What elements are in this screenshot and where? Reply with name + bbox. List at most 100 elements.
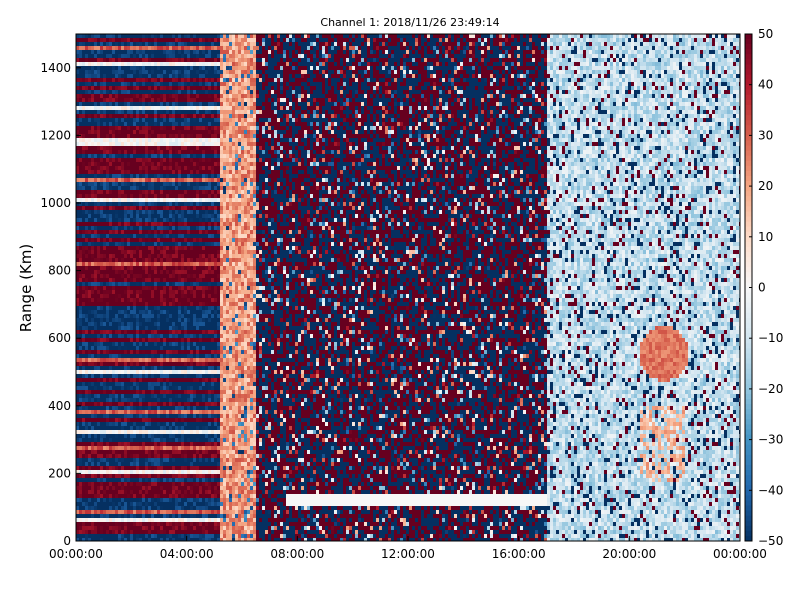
heatmap-cell bbox=[103, 510, 106, 514]
heatmap-cell bbox=[103, 106, 106, 110]
heatmap-cell bbox=[91, 134, 94, 138]
heatmap-cell bbox=[136, 438, 139, 442]
heatmap-cell bbox=[190, 238, 193, 242]
heatmap-cell bbox=[190, 374, 193, 378]
heatmap-cell bbox=[85, 378, 88, 382]
heatmap-cell bbox=[76, 370, 79, 374]
heatmap-cell bbox=[160, 198, 163, 202]
heatmap-cell bbox=[136, 446, 139, 450]
heatmap-cell bbox=[154, 106, 157, 110]
heatmap-cell bbox=[145, 330, 148, 334]
heatmap-cell bbox=[145, 466, 148, 470]
heatmap-cell bbox=[100, 490, 103, 494]
heatmap-cell bbox=[124, 298, 127, 302]
heatmap-cell bbox=[124, 250, 127, 254]
heatmap-cell bbox=[178, 158, 181, 162]
heatmap-cell bbox=[184, 86, 187, 90]
heatmap-cell bbox=[76, 46, 79, 50]
heatmap-cell bbox=[79, 106, 82, 110]
heatmap-cell bbox=[163, 190, 166, 194]
heatmap-cell bbox=[157, 198, 160, 202]
heatmap-cell bbox=[142, 390, 145, 394]
heatmap-cell bbox=[175, 430, 178, 434]
heatmap-cell bbox=[190, 334, 193, 338]
heatmap-cell bbox=[115, 454, 118, 458]
heatmap-cell bbox=[112, 498, 115, 502]
heatmap-cell bbox=[109, 70, 112, 74]
heatmap-cell bbox=[91, 330, 94, 334]
heatmap-cell bbox=[148, 382, 151, 386]
heatmap-cell bbox=[100, 410, 103, 414]
heatmap-cell bbox=[91, 258, 94, 262]
heatmap-cell bbox=[142, 510, 145, 514]
heatmap-cell bbox=[193, 46, 196, 50]
heatmap-cell bbox=[160, 506, 163, 510]
heatmap-cell bbox=[94, 394, 97, 398]
heatmap-cell bbox=[97, 382, 100, 386]
heatmap-cell bbox=[139, 310, 142, 314]
heatmap-cell bbox=[151, 266, 154, 270]
heatmap-cell bbox=[175, 122, 178, 126]
heatmap-cell bbox=[127, 230, 130, 234]
heatmap-cell bbox=[127, 118, 130, 122]
heatmap-cell bbox=[115, 262, 118, 266]
heatmap-cell bbox=[148, 198, 151, 202]
heatmap-cell bbox=[145, 174, 148, 178]
heatmap-cell bbox=[157, 470, 160, 474]
heatmap-cell bbox=[157, 250, 160, 254]
heatmap-cell bbox=[79, 342, 82, 346]
heatmap-cell bbox=[112, 86, 115, 90]
heatmap-cell bbox=[103, 330, 106, 334]
heatmap-cell bbox=[118, 90, 121, 94]
heatmap-cell bbox=[166, 134, 169, 138]
heatmap-cell bbox=[190, 146, 193, 150]
heatmap-cell bbox=[121, 54, 124, 58]
heatmap-cell bbox=[175, 522, 178, 526]
heatmap-cell bbox=[94, 150, 97, 154]
heatmap-cell bbox=[160, 258, 163, 262]
heatmap-cell bbox=[88, 222, 91, 226]
heatmap-cell bbox=[97, 90, 100, 94]
heatmap-cell bbox=[82, 62, 85, 66]
heatmap-cell bbox=[97, 306, 100, 310]
heatmap-cell bbox=[178, 34, 181, 38]
heatmap-cell bbox=[139, 198, 142, 202]
heatmap-cell bbox=[190, 178, 193, 182]
heatmap-cell bbox=[82, 474, 85, 478]
heatmap-cell bbox=[169, 418, 172, 422]
heatmap-cell bbox=[88, 386, 91, 390]
heatmap-cell bbox=[154, 226, 157, 230]
heatmap-cell bbox=[157, 58, 160, 62]
heatmap-cell bbox=[106, 66, 109, 70]
heatmap-cell bbox=[124, 534, 127, 538]
heatmap-cell bbox=[103, 294, 106, 298]
heatmap-cell bbox=[175, 250, 178, 254]
heatmap-cell bbox=[100, 162, 103, 166]
heatmap-cell bbox=[187, 390, 190, 394]
heatmap-cell bbox=[130, 522, 133, 526]
heatmap-cell bbox=[163, 254, 166, 258]
heatmap-cell bbox=[115, 178, 118, 182]
heatmap-cell bbox=[103, 82, 106, 86]
heatmap-cell bbox=[172, 450, 175, 454]
heatmap-cell bbox=[94, 310, 97, 314]
heatmap-cell bbox=[127, 374, 130, 378]
heatmap-cell bbox=[166, 190, 169, 194]
heatmap-cell bbox=[172, 354, 175, 358]
heatmap-cell bbox=[187, 114, 190, 118]
heatmap-cell bbox=[148, 138, 151, 142]
heatmap-cell bbox=[118, 38, 121, 42]
heatmap-cell bbox=[103, 202, 106, 206]
heatmap-cell bbox=[187, 322, 190, 326]
heatmap-cell bbox=[157, 374, 160, 378]
heatmap-cell bbox=[157, 258, 160, 262]
heatmap-cell bbox=[172, 502, 175, 506]
heatmap-cell bbox=[160, 374, 163, 378]
heatmap-cell bbox=[136, 378, 139, 382]
heatmap-cell bbox=[154, 486, 157, 490]
heatmap-cell bbox=[76, 314, 79, 318]
heatmap-cell bbox=[136, 442, 139, 446]
heatmap-cell bbox=[133, 158, 136, 162]
heatmap-cell bbox=[79, 238, 82, 242]
heatmap-cell bbox=[106, 526, 109, 530]
